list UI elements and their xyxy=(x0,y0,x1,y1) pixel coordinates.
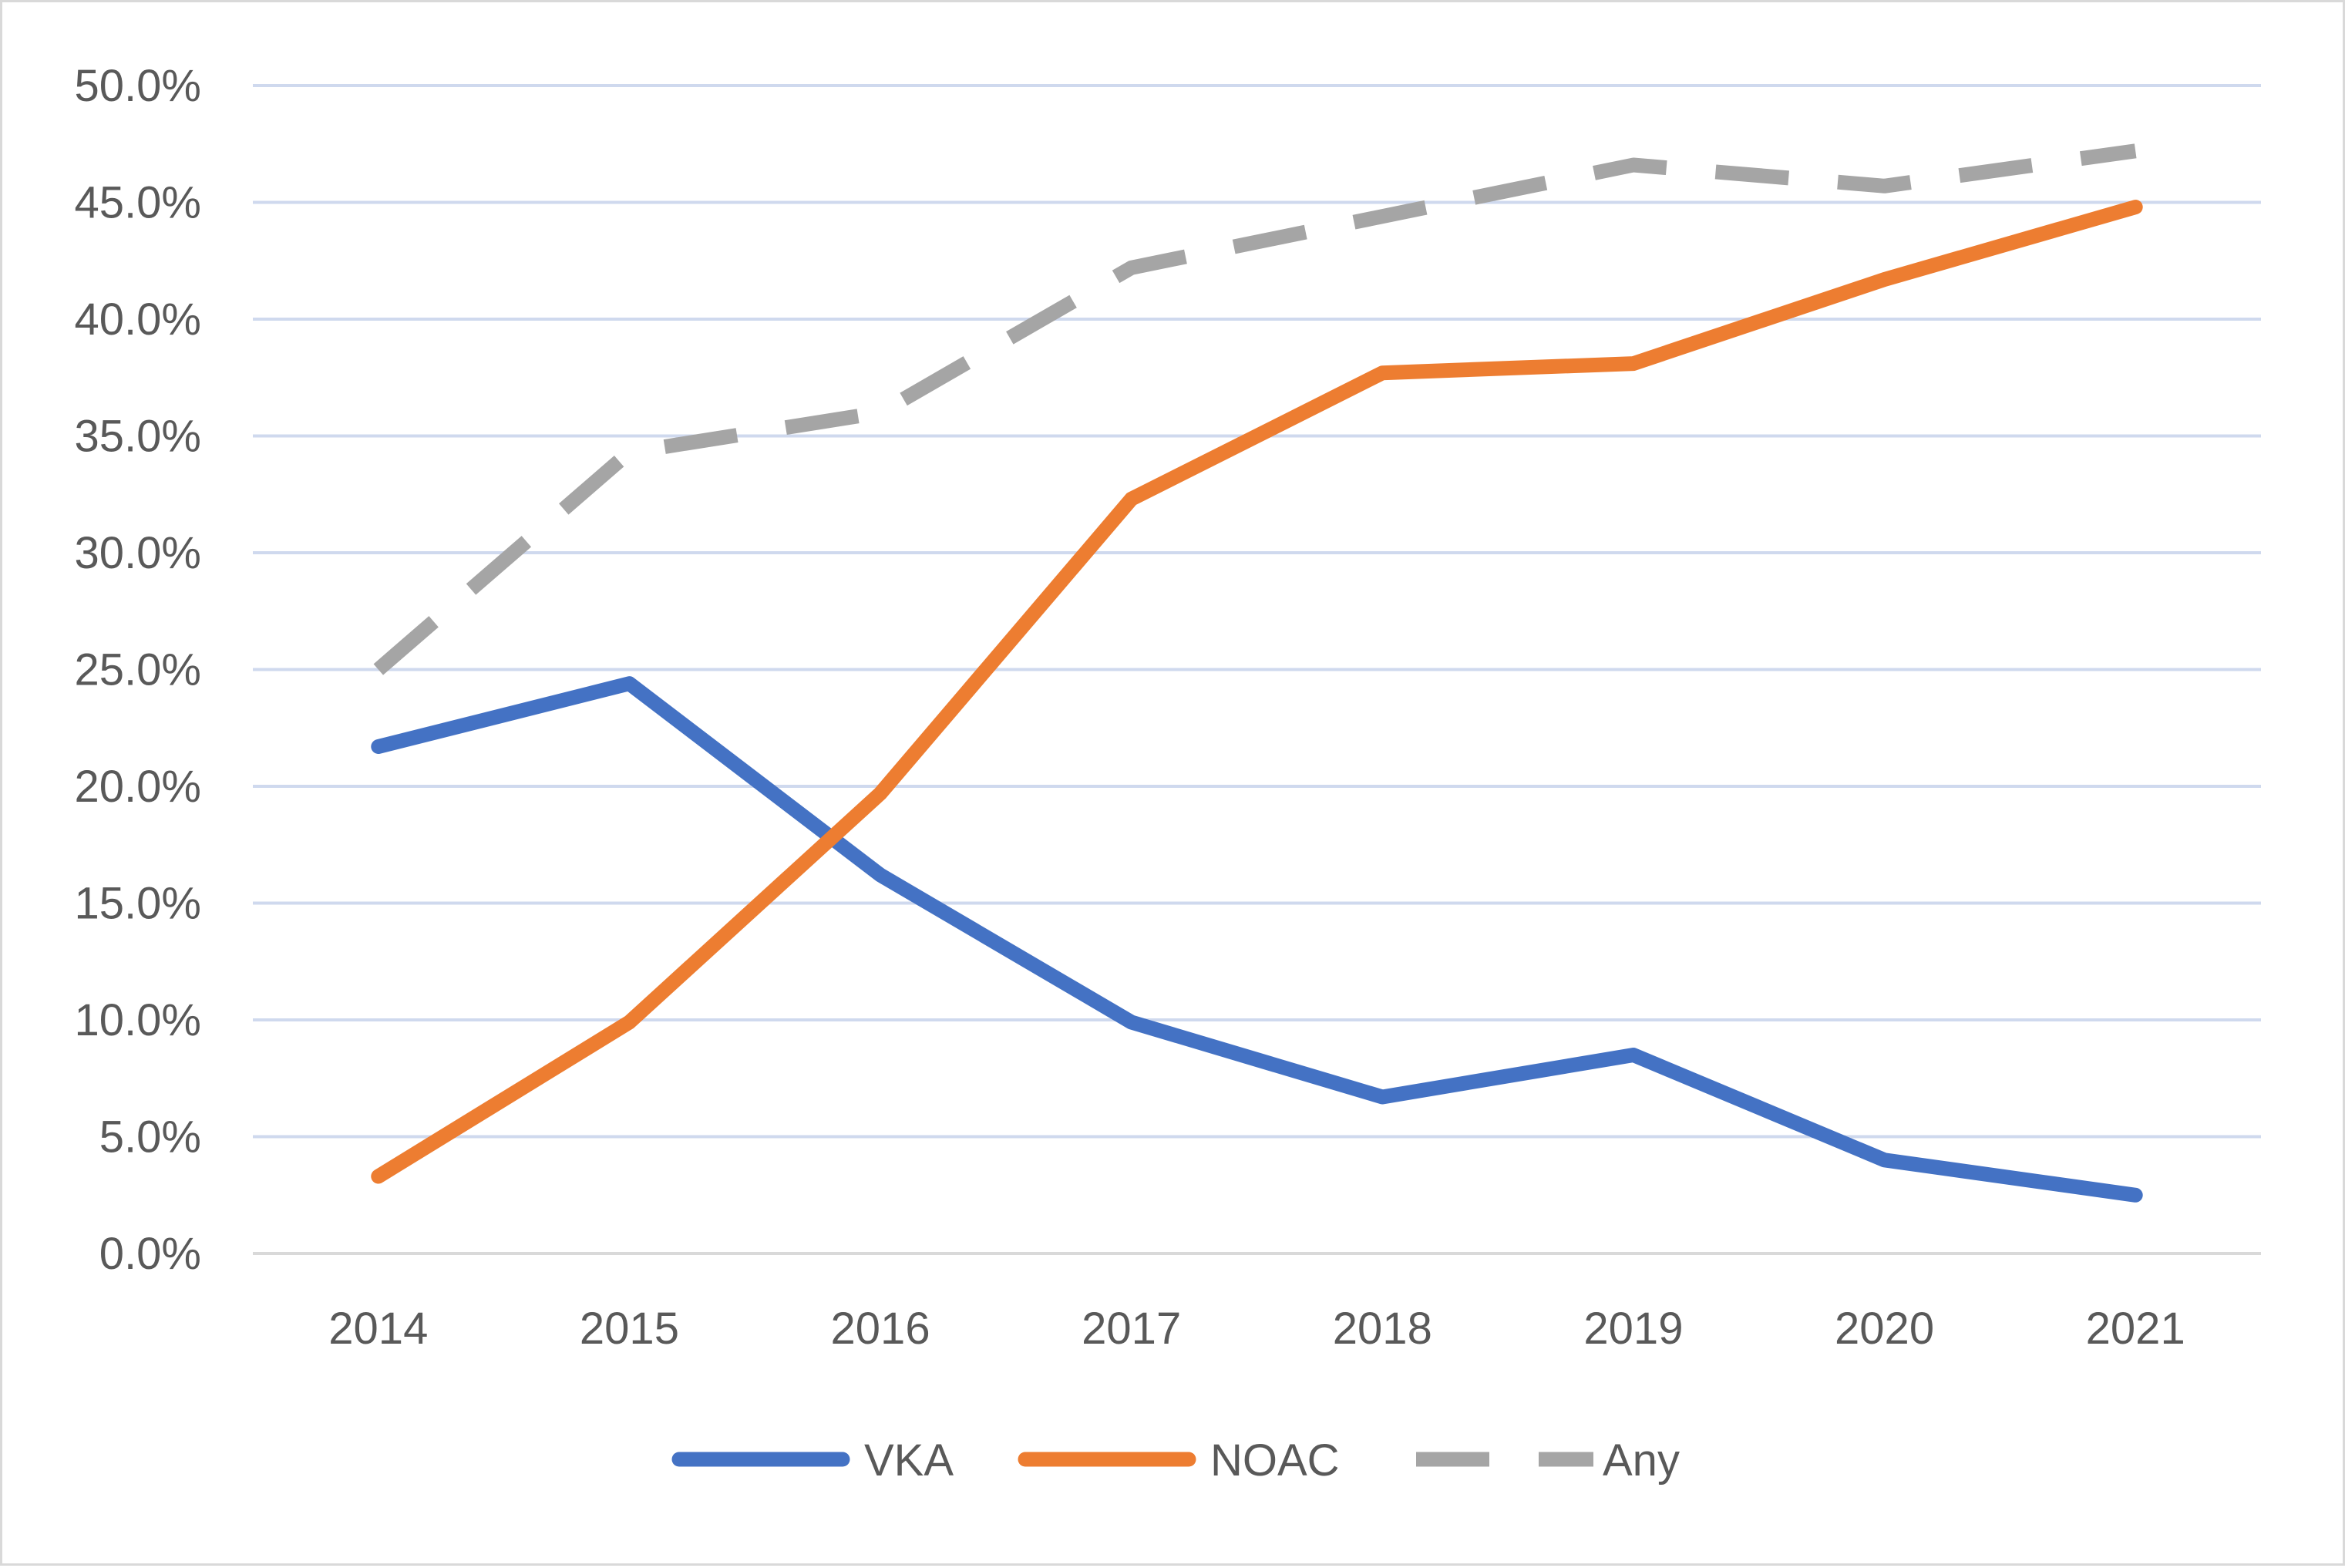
legend: VKA NOAC Any xyxy=(671,1435,1680,1486)
gridlines xyxy=(253,84,2261,1255)
y-tick-label: 35.0% xyxy=(75,412,201,462)
legend-label-noac: NOAC xyxy=(1210,1435,1340,1486)
x-tick-label: 2019 xyxy=(1583,1304,1683,1354)
y-tick-label: 20.0% xyxy=(75,762,201,812)
x-tick-label: 2014 xyxy=(328,1304,428,1354)
series-line-vka xyxy=(371,676,2143,1203)
x-tick-label: 2017 xyxy=(1082,1304,1181,1354)
x-tick-label: 2016 xyxy=(831,1304,930,1354)
y-tick-label: 0.0% xyxy=(99,1229,201,1279)
series-line-noac xyxy=(371,200,2143,1184)
legend-label-any: Any xyxy=(1603,1435,1680,1486)
x-tick-label: 2015 xyxy=(580,1304,679,1354)
series-lines xyxy=(371,143,2143,1203)
y-tick-label: 25.0% xyxy=(75,645,201,695)
y-tick-label: 30.0% xyxy=(75,528,201,578)
y-tick-label: 5.0% xyxy=(99,1112,201,1163)
y-tick-label: 40.0% xyxy=(75,294,201,345)
series-line-any xyxy=(373,143,2137,675)
x-tick-label: 2021 xyxy=(2086,1304,2185,1354)
y-axis-ticks: 0.0% 5.0% 10.0% 15.0% 20.0% 25.0% 30.0% 35.0% 40… xyxy=(75,61,201,1279)
x-axis-ticks: 2014 2015 2016 2017 2018 2019 2020 2021 xyxy=(328,1304,2185,1354)
y-tick-label: 10.0% xyxy=(75,995,201,1045)
y-tick-label: 15.0% xyxy=(75,879,201,929)
x-tick-label: 2020 xyxy=(1835,1304,1934,1354)
y-tick-label: 45.0% xyxy=(75,178,201,228)
y-tick-label: 50.0% xyxy=(75,61,201,111)
x-tick-label: 2018 xyxy=(1333,1304,1432,1354)
legend-label-vka: VKA xyxy=(864,1435,954,1486)
